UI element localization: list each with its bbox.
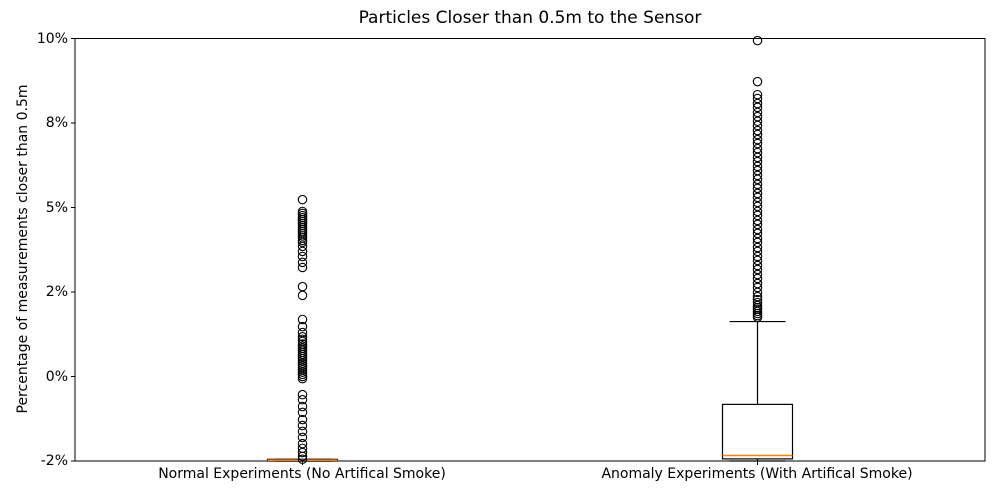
outlier-point xyxy=(752,287,763,298)
outlier-point xyxy=(752,282,763,293)
outlier-point xyxy=(752,224,763,235)
outlier-point xyxy=(752,237,763,248)
outlier-point xyxy=(297,321,308,332)
outlier-point xyxy=(297,314,308,325)
outlier-point xyxy=(752,170,763,181)
outlier-point xyxy=(752,201,763,212)
outlier-point xyxy=(752,183,763,194)
outlier-point xyxy=(752,264,763,275)
outlier-point xyxy=(297,251,308,262)
outlier-point xyxy=(752,102,763,113)
outlier-point xyxy=(752,215,763,226)
outlier-point xyxy=(297,290,308,301)
box xyxy=(721,403,794,460)
outlier-point xyxy=(297,257,308,268)
outlier-point xyxy=(752,147,763,158)
outlier-point xyxy=(752,156,763,167)
outlier-point xyxy=(297,401,308,412)
outlier-point xyxy=(297,407,308,418)
outlier-point xyxy=(297,241,308,252)
outlier-point xyxy=(297,454,308,465)
outlier-point xyxy=(297,394,308,405)
outlier-point xyxy=(297,426,308,437)
outlier-point xyxy=(752,210,763,221)
chart-title: Particles Closer than 0.5m to the Sensor xyxy=(358,8,702,28)
outlier-point xyxy=(752,242,763,253)
outlier-point xyxy=(752,152,763,163)
outlier-point xyxy=(752,120,763,131)
outlier-point xyxy=(297,420,308,431)
x-tick-label-normal: Normal Experiments (No Artifical Smoke) xyxy=(158,466,446,482)
outlier-point xyxy=(752,179,763,190)
outlier-point xyxy=(752,246,763,257)
outlier-point xyxy=(297,281,308,292)
outlier-point xyxy=(752,125,763,136)
outlier-point xyxy=(752,174,763,185)
outlier-point xyxy=(752,260,763,271)
outlier-point xyxy=(752,233,763,244)
outlier-point xyxy=(297,194,308,205)
y-tick-label: 0% xyxy=(45,368,68,385)
outlier-point xyxy=(297,447,308,458)
y-tick-label: -2% xyxy=(40,453,68,469)
outlier-point xyxy=(752,269,763,280)
outlier-point xyxy=(297,432,308,443)
outlier-point xyxy=(752,228,763,239)
outlier-point xyxy=(752,273,763,284)
outlier-point xyxy=(297,246,308,257)
outlier-point xyxy=(297,332,308,342)
outlier-point xyxy=(752,116,763,127)
outlier-point xyxy=(752,161,763,172)
outlier-point xyxy=(752,312,763,323)
y-tick-label: 8% xyxy=(45,115,68,131)
outlier-point xyxy=(752,251,763,262)
y-tick-label: 10% xyxy=(36,30,68,47)
outlier-point xyxy=(752,192,763,203)
outlier-point xyxy=(752,134,763,145)
outlier-point xyxy=(752,129,763,140)
outlier-point xyxy=(752,197,763,208)
outlier-point xyxy=(752,206,763,217)
outlier-point xyxy=(752,76,763,87)
outlier-point xyxy=(752,188,763,199)
outlier-point xyxy=(752,255,763,266)
x-tick-label-anomaly: Anomaly Experiments (With Artifical Smok… xyxy=(601,466,913,482)
outlier-point xyxy=(752,138,763,149)
y-tick-label: 2% xyxy=(45,284,68,300)
outlier-point xyxy=(297,237,308,248)
outlier-point xyxy=(297,262,308,273)
y-tick-label: 5% xyxy=(45,199,68,216)
outlier-point xyxy=(752,35,763,46)
axes-frame xyxy=(74,37,986,462)
outlier-point xyxy=(297,414,308,425)
outlier-point xyxy=(752,219,763,230)
outlier-point xyxy=(297,389,308,400)
outlier-point xyxy=(297,373,308,384)
outlier-point xyxy=(297,451,308,462)
